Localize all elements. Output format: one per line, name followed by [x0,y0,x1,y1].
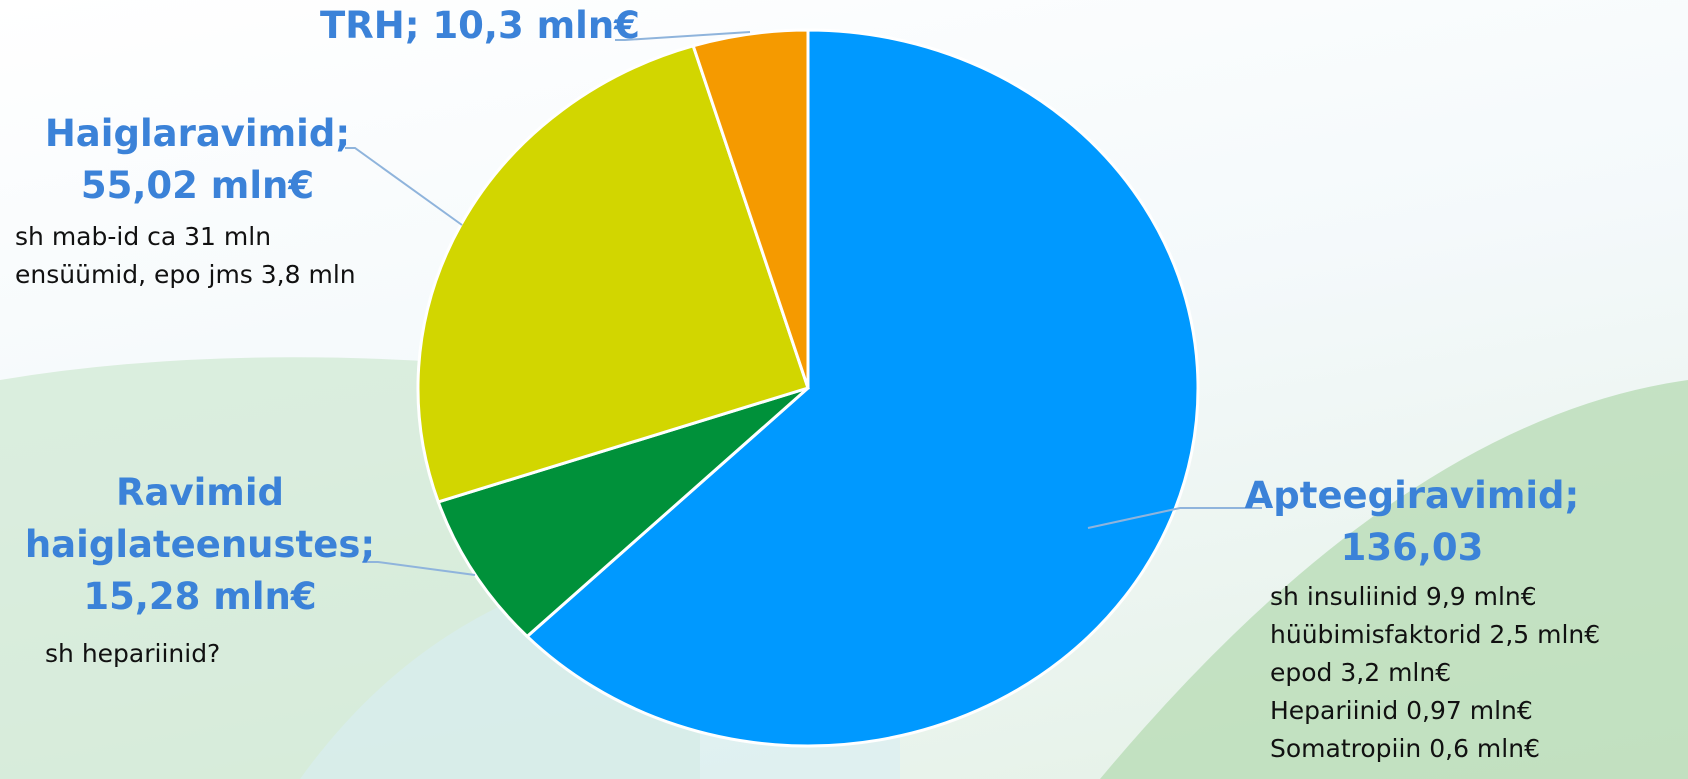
note-line: epod 3,2 mln€ [1270,658,1452,687]
category-label: Apteegiravimid; [1244,474,1580,517]
data-label: Ravimid haiglateenustes; 15,28 mln€ [20,467,380,623]
value-label: 55,02 mln€ [80,164,315,207]
category-label: TRH; [320,4,420,47]
data-label: Haiglaravimid; 55,02 mln€ [20,108,375,212]
note-line: sh mab-id ca 31 mln [15,222,272,251]
note-line: sh insuliinid 9,9 mln€ [1270,582,1537,611]
pie [416,28,1200,748]
value-label: 10,3 mln€ [432,4,640,47]
note-block: sh hepariinid? [45,635,220,673]
note-line: sh hepariinid? [45,639,221,668]
data-label: TRH; 10,3 mln€ [315,0,645,52]
note-line: ensüümid, epo jms 3,8 mln [15,260,356,289]
note-block: sh mab-id ca 31 mln ensüümid, epo jms 3,8… [15,218,356,294]
category-label: Ravimid haiglateenustes; [24,471,376,566]
background-hill [1100,380,1688,779]
note-line: hüübimisfaktorid 2,5 mln€ [1270,620,1601,649]
category-label: Haiglaravimid; [44,112,351,155]
value-label: 15,28 mln€ [83,575,317,618]
pie-slice [524,28,1200,748]
value-label: 136,03 [1340,526,1484,569]
leader-lines [345,31,1262,576]
note-block: sh insuliinid 9,9 mln€ hüübimisfaktorid 2… [1270,578,1600,768]
note-line: Hepariinid 0,97 mln€ [1270,696,1533,725]
pie-slice [691,28,810,389]
data-label: Apteegiravimid; 136,03 [1232,470,1592,574]
pie-slice [436,386,809,639]
note-line: Somatropiin 0,6 mln€ [1270,734,1540,763]
